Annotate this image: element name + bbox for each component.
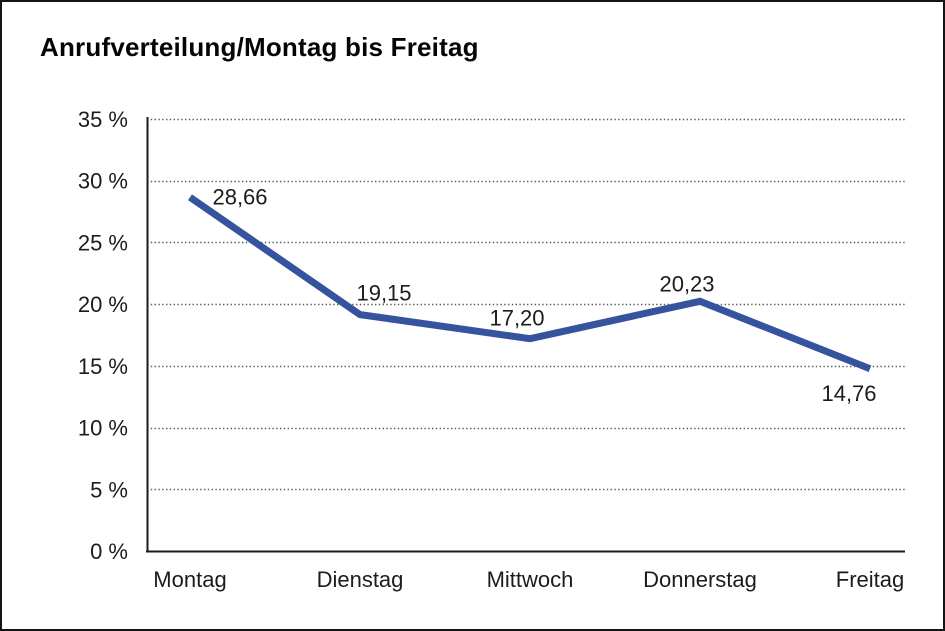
x-axis-label: Donnerstag (643, 567, 757, 592)
data-point-label: 17,20 (489, 306, 544, 331)
y-axis-tick-label: 25 % (78, 230, 128, 255)
data-line (188, 194, 872, 373)
data-point-label: 14,76 (821, 381, 876, 406)
y-axis-tick-label: 10 % (78, 416, 128, 441)
data-point-label: 20,23 (659, 271, 714, 296)
data-point-label: 19,15 (356, 281, 411, 306)
x-axis-label: Dienstag (317, 567, 404, 592)
x-axis-label: Montag (153, 567, 226, 592)
x-axis-label: Freitag (836, 567, 904, 592)
y-axis-tick-label: 20 % (78, 292, 128, 317)
data-point-label: 28,66 (212, 184, 267, 209)
y-axis-tick-label: 15 % (78, 354, 128, 379)
chart-title: Anrufverteilung/Montag bis Freitag (40, 32, 479, 62)
y-axis-tick-label: 0 % (90, 539, 128, 564)
y-axis-tick-label: 30 % (78, 169, 128, 194)
y-axis-tick-label: 35 % (78, 107, 128, 132)
x-axis-label: Mittwoch (487, 567, 574, 592)
y-axis-tick-label: 5 % (90, 477, 128, 502)
